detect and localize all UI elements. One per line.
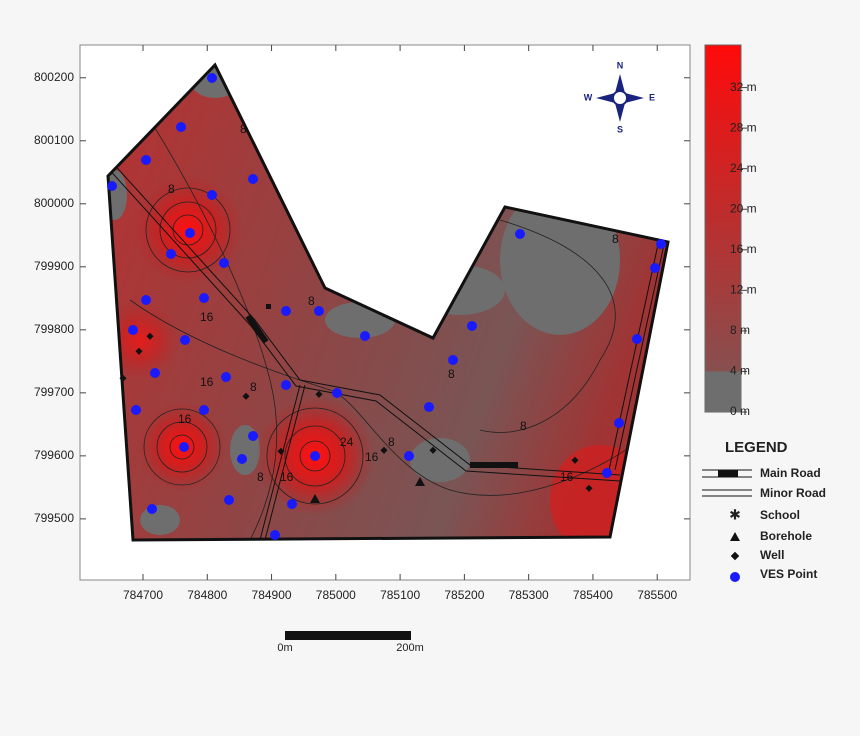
contour-label: 8: [250, 380, 257, 394]
colorbar-low-band: [705, 371, 741, 412]
legend-label: Minor Road: [760, 486, 826, 500]
x-tick-label: 784800: [187, 588, 227, 602]
contour-label: 16: [200, 375, 214, 389]
y-tick-label: 799900: [34, 259, 74, 273]
colorbar-label: 8 m: [730, 323, 750, 337]
x-tick-label: 784900: [252, 588, 292, 602]
y-tick-label: 800000: [34, 196, 74, 210]
contour-label: 8: [612, 232, 619, 246]
x-tick-label: 785000: [316, 588, 356, 602]
x-tick-label: 785300: [509, 588, 549, 602]
scale-start: 0m: [277, 642, 292, 654]
contour-label: 16: [560, 470, 574, 484]
x-tick-label: 785400: [573, 588, 613, 602]
legend-label: VES Point: [760, 567, 817, 581]
x-tick-label: 785200: [444, 588, 484, 602]
y-tick-label: 799500: [34, 511, 74, 525]
legend: LEGEND ✱ Main Road Minor Road School Bor…: [702, 439, 826, 582]
contour-label: 8: [448, 367, 455, 381]
colorbar-label: 0 m: [730, 404, 750, 418]
legend-label: Borehole: [760, 529, 812, 543]
compass-w: W: [584, 92, 593, 102]
compass: N S E W: [584, 60, 655, 134]
legend-label: School: [760, 508, 800, 522]
legend-label: Main Road: [760, 466, 821, 480]
colorbar-label: 32 m: [730, 80, 757, 94]
colorbar-label: 12 m: [730, 283, 757, 297]
contour-label: 8: [168, 182, 175, 196]
colorbar-label: 4 m: [730, 364, 750, 378]
y-tick-label: 799800: [34, 322, 74, 336]
contour-label: 8: [257, 470, 264, 484]
x-tick-label: 784700: [123, 588, 163, 602]
svg-text:✱: ✱: [729, 507, 741, 523]
compass-e: E: [649, 92, 655, 102]
contour-label: 16: [178, 412, 192, 426]
y-tick-label: 800200: [34, 70, 74, 84]
legend-label: Well: [760, 548, 784, 562]
scale-end: 200m: [396, 642, 424, 654]
site-boundary: [106, 62, 670, 542]
contour-label: 8: [308, 294, 315, 308]
contour-labels: 8 8 8 8 8 8 8 16 16 16 16 16 16 24 8 8: [168, 122, 619, 484]
colorbar: [704, 44, 742, 413]
contour-label: 16: [365, 450, 379, 464]
x-tick-label: 785500: [637, 588, 677, 602]
contour-label: 8: [520, 419, 527, 433]
colorbar-label: 16 m: [730, 242, 757, 256]
contour-label: 16: [200, 310, 214, 324]
contour-label: 24: [340, 435, 354, 449]
colorbar-label: 20 m: [730, 201, 757, 215]
y-tick-label: 800100: [34, 133, 74, 147]
scale-bar: 0m 200m: [277, 631, 424, 654]
colorbar-label: 24 m: [730, 161, 757, 175]
legend-title: LEGEND: [725, 439, 788, 456]
colorbar-label: 28 m: [730, 120, 757, 134]
ves-points: [107, 73, 666, 540]
x-tick-label: 785100: [380, 588, 420, 602]
compass-s: S: [617, 124, 623, 134]
y-tick-label: 799600: [34, 448, 74, 462]
y-tick-label: 799700: [34, 385, 74, 399]
compass-n: N: [617, 60, 624, 70]
contour-label: 8: [388, 435, 395, 449]
main-road-segment: [470, 462, 518, 468]
contour-label: 8: [240, 122, 247, 136]
contour-label: 16: [280, 470, 294, 484]
